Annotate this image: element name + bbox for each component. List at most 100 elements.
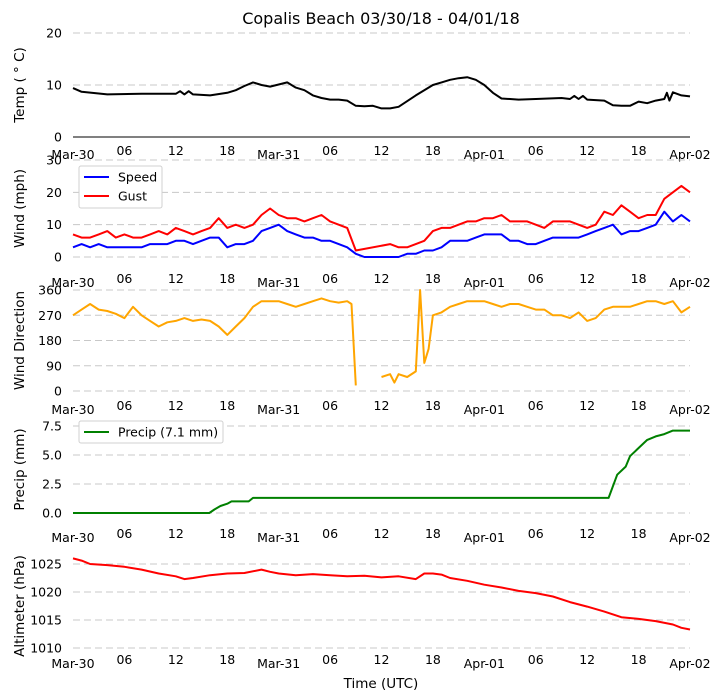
x-tick-label: Apr-01 — [464, 402, 505, 417]
x-tick-label: 12 — [168, 526, 184, 541]
y-tick-label: 2.5 — [42, 477, 62, 492]
series-line-wind-direction — [381, 289, 691, 384]
x-tick-label: 12 — [374, 143, 390, 158]
y-tick-label: 1010 — [30, 641, 62, 656]
legend-label-speed: Speed — [118, 170, 157, 185]
x-tick-label: 18 — [425, 143, 441, 158]
x-tick-label: Apr-02 — [669, 147, 710, 162]
y-tick-label: 10 — [46, 78, 62, 93]
x-tick-label: 18 — [219, 526, 235, 541]
y-axis-label: Altimeter (hPa) — [12, 555, 28, 657]
x-tick-label: Apr-02 — [669, 530, 710, 545]
precip-legend-box — [78, 420, 224, 444]
x-tick-label: 06 — [116, 398, 132, 413]
y-tick-label: 90 — [46, 358, 62, 373]
x-tick-label: 18 — [631, 143, 647, 158]
x-tick-label: 06 — [528, 652, 544, 667]
y-tick-label: 5.0 — [42, 448, 62, 463]
x-tick-label: 12 — [579, 271, 595, 286]
x-tick-label: 12 — [374, 652, 390, 667]
x-tick-label: 12 — [579, 652, 595, 667]
y-tick-label: 180 — [38, 333, 62, 348]
x-tick-label: Mar-31 — [257, 656, 300, 671]
x-tick-label: 06 — [322, 143, 338, 158]
y-tick-label: 0 — [54, 130, 62, 145]
x-tick-label: 12 — [168, 271, 184, 286]
x-tick-label: 06 — [116, 652, 132, 667]
legend-label-precip: Precip (7.1 mm) — [118, 425, 218, 440]
chart-title: Copalis Beach 03/30/18 - 04/01/18 — [242, 9, 520, 28]
y-tick-label: 0 — [54, 384, 62, 399]
x-tick-label: Mar-31 — [257, 275, 300, 290]
x-tick-label: 18 — [219, 398, 235, 413]
series-line-altimeter — [72, 557, 691, 631]
x-tick-label: Apr-01 — [464, 530, 505, 545]
legend-label-gust: Gust — [118, 189, 147, 204]
x-tick-label: Apr-01 — [464, 275, 505, 290]
x-tick-label: 06 — [322, 398, 338, 413]
x-tick-label: 12 — [579, 398, 595, 413]
x-tick-label: Mar-31 — [257, 530, 300, 545]
x-tick-label: 18 — [425, 526, 441, 541]
y-axis-label: Precip (mm) — [12, 428, 28, 510]
x-tick-label: Mar-30 — [51, 530, 94, 545]
x-axis-label: Time (UTC) — [343, 676, 419, 692]
x-tick-label: 18 — [219, 652, 235, 667]
series-line-temp — [72, 76, 691, 110]
y-tick-label: 270 — [38, 308, 62, 323]
x-tick-label: Apr-02 — [669, 656, 710, 671]
x-tick-label: 12 — [168, 143, 184, 158]
x-tick-label: Mar-30 — [51, 656, 94, 671]
x-tick-label: 06 — [322, 271, 338, 286]
x-tick-label: 06 — [116, 271, 132, 286]
y-tick-label: 10 — [46, 217, 62, 232]
x-tick-label: Apr-01 — [464, 656, 505, 671]
x-tick-label: 06 — [528, 398, 544, 413]
x-tick-label: Mar-30 — [51, 275, 94, 290]
y-tick-label: 20 — [46, 185, 62, 200]
x-tick-label: 12 — [168, 652, 184, 667]
x-tick-label: Apr-02 — [669, 275, 710, 290]
y-tick-label: 0.0 — [42, 506, 62, 521]
y-tick-label: 0 — [54, 250, 62, 265]
series-line-gust — [72, 184, 691, 252]
x-tick-label: 18 — [631, 398, 647, 413]
x-tick-label: Apr-01 — [464, 147, 505, 162]
x-tick-label: 18 — [219, 271, 235, 286]
y-tick-label: 7.5 — [42, 419, 62, 434]
x-tick-label: 06 — [116, 526, 132, 541]
y-tick-label: 30 — [46, 153, 62, 168]
y-tick-label: 1025 — [30, 557, 62, 572]
y-axis-label: Wind (mph) — [12, 169, 28, 248]
x-tick-label: 06 — [116, 143, 132, 158]
x-tick-label: 06 — [322, 526, 338, 541]
x-tick-label: 18 — [425, 652, 441, 667]
x-tick-label: 06 — [322, 652, 338, 667]
y-tick-label: 20 — [46, 26, 62, 41]
x-tick-label: 12 — [374, 526, 390, 541]
x-tick-label: Apr-02 — [669, 402, 710, 417]
x-tick-label: 12 — [168, 398, 184, 413]
y-tick-label: 360 — [38, 283, 62, 298]
series-line-speed — [72, 210, 691, 258]
series-line-precip-7-1-mm- — [73, 429, 690, 514]
y-tick-label: 1015 — [30, 613, 62, 628]
x-tick-label: Mar-31 — [257, 147, 300, 162]
x-tick-label: 18 — [631, 526, 647, 541]
x-tick-label: Mar-31 — [257, 402, 300, 417]
x-tick-label: 18 — [631, 652, 647, 667]
x-tick-label: 18 — [425, 271, 441, 286]
y-tick-label: 1020 — [30, 585, 62, 600]
y-axis-label: Temp ( ° C) — [12, 47, 28, 124]
x-tick-label: 12 — [579, 143, 595, 158]
x-tick-label: 18 — [631, 271, 647, 286]
x-tick-label: 12 — [374, 398, 390, 413]
x-tick-label: 18 — [425, 398, 441, 413]
x-tick-label: 06 — [528, 526, 544, 541]
x-tick-label: 06 — [528, 143, 544, 158]
x-tick-label: 12 — [374, 271, 390, 286]
x-tick-label: 12 — [579, 526, 595, 541]
x-tick-label: 06 — [528, 271, 544, 286]
y-axis-label: Wind Direction — [12, 291, 28, 390]
